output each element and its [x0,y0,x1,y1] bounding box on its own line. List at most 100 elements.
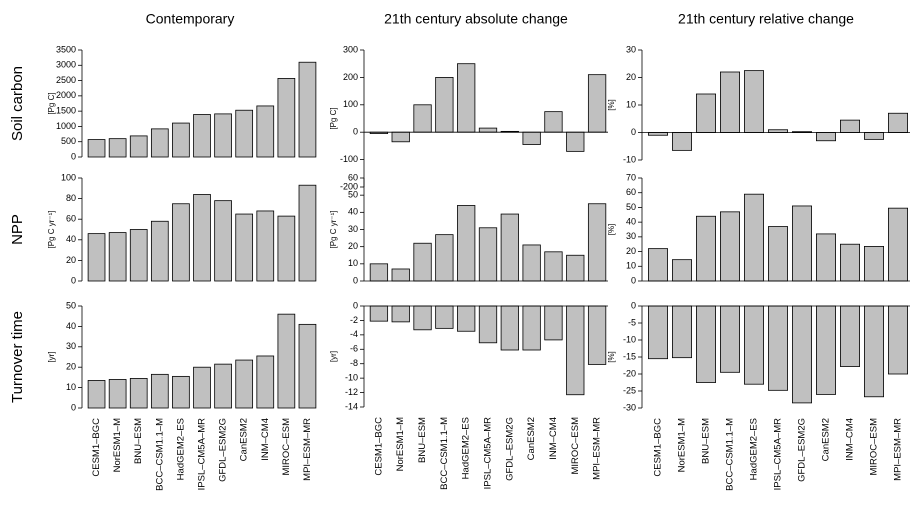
bar [435,305,454,329]
bar [696,93,717,133]
x-tick-label: BNU–ESM [701,418,712,464]
y-axis-label: [%] [607,224,616,236]
x-tick-label: HadGEM2–ES [461,417,472,479]
bar [864,305,885,398]
y-tick-label: 20 [626,72,636,82]
y-tick-label: 300 [343,44,358,54]
y-tick-label: 0 [631,127,636,137]
bar [298,323,317,409]
column-title: 21th century absolute change [384,11,568,27]
bar [840,243,861,282]
x-tick-label: GFDL–ESM2G [504,417,515,481]
y-tick-label: 0 [71,402,76,412]
y-tick-label: 40 [626,217,636,227]
x-tick-label: INM–CM4 [260,418,271,461]
bar [193,194,211,282]
y-tick-label: 50 [348,190,358,200]
y-tick-label: 10 [626,99,636,109]
bar [648,132,669,136]
y-axis-label: [%] [607,351,616,363]
bar [413,305,432,331]
y-tick-label: -12 [345,387,358,397]
y-tick-label: 30 [348,224,358,234]
y-tick-label: 30 [626,44,636,54]
bar [214,363,232,409]
x-tick-label: MIROC–ESM [281,418,292,476]
x-tick-label: HadGEM2–ES [175,418,186,480]
bar [888,305,909,375]
y-tick-label: 20 [348,241,358,251]
x-tick-label: MPI–ESM–MR [302,418,313,481]
x-tick-label: CESM1–BGC [653,418,664,477]
bar [235,359,254,409]
y-tick-label: -15 [623,351,636,361]
bar [720,305,741,373]
y-tick-label: -14 [345,401,358,411]
bar [566,305,585,396]
bar [457,305,476,332]
y-tick-label: -25 [623,385,636,395]
y-tick-label: 10 [66,382,76,392]
x-tick-label: BCC–CSM1.1–M [725,418,736,491]
bar [256,105,275,158]
y-tick-label: 20 [626,246,636,256]
bar [435,77,454,133]
x-tick-label: IPSL–CM5A–MR [483,417,494,489]
x-tick-label: GFDL–ESM2G [797,418,808,482]
bar [768,305,789,391]
x-tick-label: NorESM1–M [112,418,123,472]
bar [768,129,789,133]
y-tick-label: -10 [623,154,636,164]
bar [193,114,211,158]
bar [193,366,211,409]
bar [672,132,693,151]
x-tick-label: CanESM2 [239,418,250,461]
y-tick-label: -20 [623,368,636,378]
y-tick-label: 30 [66,341,76,351]
bar [108,138,127,158]
y-tick-label: 60 [348,172,358,182]
bar [566,131,585,152]
bar [478,127,498,133]
bar [648,248,669,282]
bar [369,305,389,322]
y-tick-label: -30 [623,402,636,412]
bar [744,193,765,282]
bar [864,246,885,282]
bar [720,211,741,282]
y-tick-label: 500 [61,136,76,146]
y-axis-label: [Pg C] [47,92,56,114]
y-tick-label: -5 [628,317,636,327]
x-tick-label: CESM1–BGC [91,418,102,477]
x-tick-label: NorESM1–M [677,418,688,472]
y-tick-label: 40 [348,207,358,217]
y-tick-label: 40 [66,321,76,331]
bar [277,215,296,282]
bar [298,61,317,158]
y-tick-label: 80 [66,193,76,203]
bar [864,132,885,140]
bar [840,119,861,133]
bar [587,74,607,133]
x-tick-label: MIROC–ESM [570,417,581,475]
x-tick-label: BCC–CSM1.1–M [439,417,450,490]
bar [744,305,765,385]
x-tick-label: BNU–ESM [417,417,428,463]
bar [391,305,410,323]
y-tick-label: 100 [61,172,76,182]
y-axis-label: [Pg C yr⁻¹] [329,210,338,248]
y-axis-label: [Pg C] [329,107,338,129]
bar [172,122,190,158]
bar [391,131,410,143]
y-tick-label: 50 [626,202,636,212]
bar [129,378,148,409]
y-tick-label: 0 [353,127,358,137]
y-tick-label: 2000 [56,90,76,100]
bar [888,207,909,282]
bar [457,205,476,282]
x-tick-label: MIROC–ESM [869,418,880,476]
x-tick-label: BNU–ESM [133,418,144,464]
y-tick-label: 3000 [56,60,76,70]
bar [672,259,693,282]
column-title: 21th century relative change [678,11,854,27]
